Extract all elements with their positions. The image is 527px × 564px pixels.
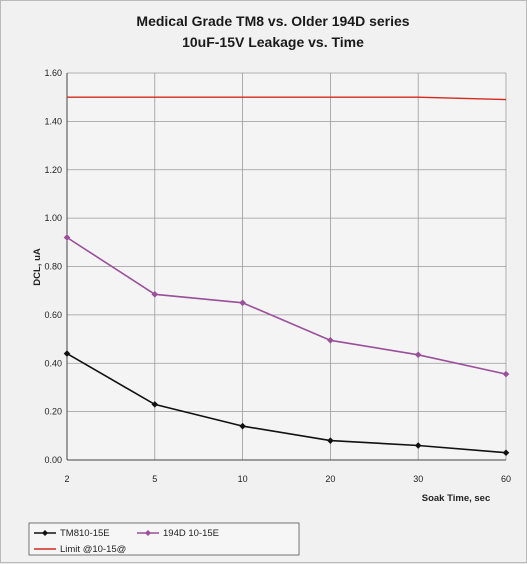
series-line-1 bbox=[66, 236, 507, 375]
y-tick-label: 1.40 bbox=[44, 116, 62, 126]
data-point bbox=[63, 234, 71, 241]
x-tick-label: 30 bbox=[413, 474, 423, 484]
series-line-0 bbox=[66, 352, 507, 454]
y-tick-label: 0.00 bbox=[44, 455, 62, 465]
legend-marker-1 bbox=[145, 530, 151, 536]
data-point bbox=[239, 422, 246, 430]
legend-label-2: Limit @10-15@ bbox=[60, 544, 126, 555]
y-tick-label: 0.80 bbox=[44, 262, 62, 272]
x-axis-label: Soak Time, sec bbox=[422, 493, 490, 504]
data-point bbox=[151, 291, 159, 298]
data-point bbox=[327, 437, 334, 444]
legend-box bbox=[28, 522, 300, 556]
data-point bbox=[414, 442, 422, 449]
x-tick-label: 10 bbox=[238, 474, 248, 484]
chart-subtitle: 10uF-15V Leakage vs. Time bbox=[182, 34, 364, 50]
data-point bbox=[63, 350, 71, 357]
y-tick-label: 1.60 bbox=[44, 68, 62, 78]
series-line-2 bbox=[67, 96, 507, 101]
data-point bbox=[151, 401, 159, 408]
data-point bbox=[327, 336, 334, 344]
y-tick-label: 0.40 bbox=[44, 358, 62, 368]
y-tick-label: 0.60 bbox=[44, 310, 62, 320]
y-tick-label: 1.20 bbox=[44, 165, 62, 175]
y-tick-labels: 0.00 0.20 0.40 0.60 0.80 1.00 1.20 1.40 1.60 bbox=[44, 68, 62, 465]
grid bbox=[66, 72, 507, 461]
series-group bbox=[63, 96, 510, 457]
data-point bbox=[239, 299, 246, 307]
legend-label-0: TM810-15E bbox=[60, 528, 110, 539]
legend-label-1: 194D 10-15E bbox=[163, 528, 219, 539]
x-tick-label: 20 bbox=[325, 474, 335, 484]
x-tick-label: 2 bbox=[64, 474, 69, 484]
legend-marker-0 bbox=[42, 530, 48, 536]
x-tick-label: 60 bbox=[501, 474, 511, 484]
plot-area bbox=[66, 73, 508, 461]
y-tick-label: 1.00 bbox=[44, 213, 62, 223]
chart-title: Medical Grade TM8 vs. Older 194D series bbox=[136, 13, 409, 29]
data-point bbox=[502, 370, 510, 378]
legend: TM810-15E 194D 10-15E Limit @10-15@ bbox=[34, 528, 219, 555]
y-tick-label: 0.20 bbox=[44, 407, 62, 417]
x-tick-labels: 2 5 10 20 30 60 bbox=[64, 474, 511, 484]
y-axis-label: DCL, uA bbox=[32, 248, 43, 286]
data-point bbox=[414, 351, 422, 359]
x-tick-label: 5 bbox=[152, 474, 157, 484]
data-point bbox=[502, 449, 510, 457]
